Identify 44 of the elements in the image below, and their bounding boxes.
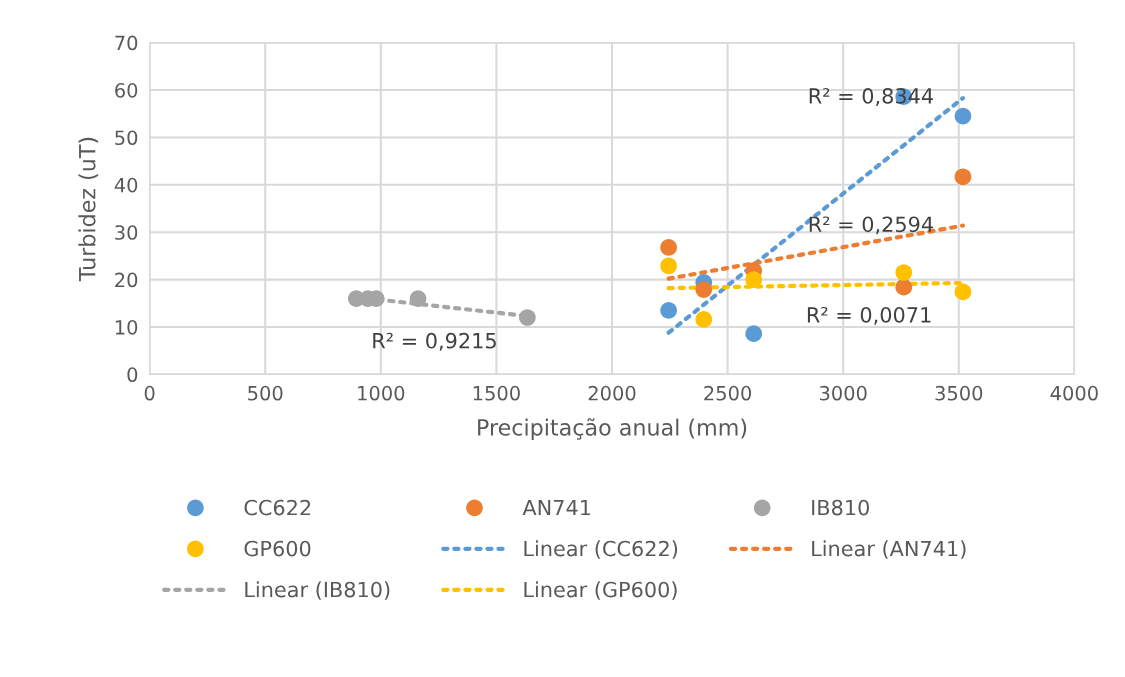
annotation: R² = 0,0071 (807, 306, 931, 325)
point (519, 309, 536, 326)
x-tick-label: 0 (144, 385, 155, 401)
legend-label: Linear (AN741) (812, 540, 966, 559)
annotation: R² = 0,2594 (809, 216, 933, 235)
x-axis-title: Precipitação anual (mm) (478, 418, 747, 441)
x-tick-label: 4000 (1050, 385, 1098, 401)
point (954, 283, 972, 301)
x-tick-label: 2000 (588, 385, 636, 401)
annotation: R² = 0,9215 (373, 332, 496, 351)
y-tick-label: 20 (115, 272, 138, 288)
legend-label: GP600 (244, 540, 311, 557)
point (954, 168, 972, 186)
y-tick-label: 30 (115, 225, 138, 240)
y-tick-label: 10 (115, 319, 138, 335)
point (745, 271, 763, 288)
x-tick-label: 2500 (704, 385, 752, 401)
legend-label: AN741 (522, 499, 591, 516)
legend-label: IB810 (812, 499, 869, 516)
x-tick-label: 1500 (473, 385, 520, 401)
x-tick-label: 1000 (358, 385, 405, 401)
legend-label: Linear (CC622) (524, 540, 678, 559)
point (895, 278, 913, 296)
y-tick-label: 60 (115, 83, 138, 98)
y-tick-label: 70 (115, 35, 138, 51)
x-tick-label: 500 (248, 385, 283, 401)
y-axis-title: Turbidez (uT) (78, 137, 99, 282)
y-tick-label: 40 (114, 177, 138, 193)
point (660, 239, 677, 256)
x-tick-label: 3000 (819, 385, 867, 401)
point (695, 311, 713, 328)
y-tick-label: 0 (127, 367, 138, 383)
legend-label: Linear (GP600) (524, 581, 677, 600)
point (954, 107, 972, 125)
point (660, 257, 677, 275)
point (895, 264, 913, 281)
point (660, 302, 677, 319)
point (409, 290, 427, 307)
point (745, 325, 763, 342)
x-tick-label: 3500 (935, 385, 983, 401)
legend-label: Linear (IB810) (245, 581, 390, 600)
y-tick-label: 50 (115, 130, 138, 146)
legend-label: CC622 (244, 499, 311, 516)
point (695, 281, 713, 298)
